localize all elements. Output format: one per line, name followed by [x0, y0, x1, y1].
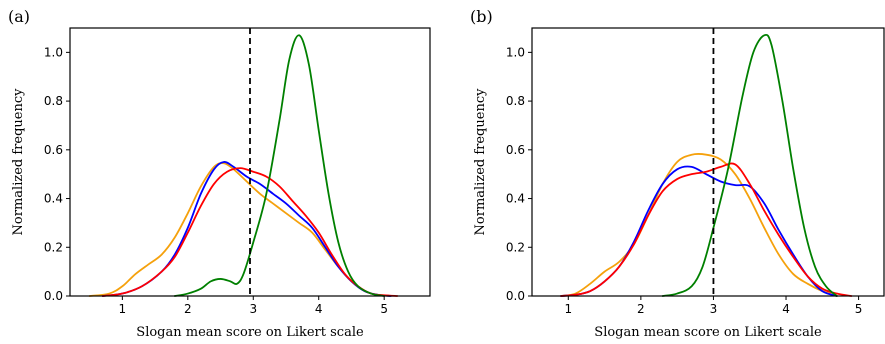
panel-label: (a)	[8, 7, 30, 26]
x-tick-label: 3	[249, 302, 257, 316]
y-tick-label: 0.2	[44, 240, 63, 254]
density-curve-4	[661, 33, 838, 297]
x-tick-label: 1	[564, 302, 572, 316]
y-tick-label: 0.8	[44, 94, 63, 108]
y-tick-label: 1.0	[44, 45, 63, 59]
x-tick-label: 2	[184, 302, 192, 316]
x-tick-label: 5	[855, 302, 863, 316]
x-tick-label: 1	[119, 302, 127, 316]
y-tick-label: 0.6	[44, 143, 63, 157]
x-tick-label: 4	[782, 302, 790, 316]
y-tick-label: 0.4	[506, 192, 525, 206]
plot-frame	[531, 27, 885, 297]
y-tick-label: 0.0	[44, 289, 63, 303]
y-tick-label: 0.8	[506, 94, 525, 108]
density-curve-1	[560, 153, 838, 297]
density-curve-3	[560, 162, 853, 297]
density-curve-3	[101, 167, 399, 297]
series-group	[560, 33, 853, 297]
plot-frame	[69, 27, 431, 297]
y-axis-label: Normalized frequency	[11, 88, 26, 236]
density-curve-4	[173, 34, 386, 297]
x-tick-label: 3	[710, 302, 718, 316]
chart-panel-b: (b) 1 2 3 4 5 0.0 0.2 0.4 0.6 0.8 1.0 Slogan mean sc…	[470, 7, 885, 340]
x-tick-label: 5	[380, 302, 388, 316]
series-group	[88, 34, 399, 297]
y-tick-label: 1.0	[506, 45, 525, 59]
chart-panel-a: (a) 1 2 3 4 5 0.0 0.2 0.4 0.6 0.8 1.0 Slogan mean sc…	[8, 7, 431, 340]
y-tick-label: 0.6	[506, 143, 525, 157]
x-tick-label: 2	[637, 302, 645, 316]
x-axis-label: Slogan mean score on Likert scale	[594, 325, 822, 340]
y-axis-label: Normalized frequency	[473, 88, 488, 236]
panel-label: (b)	[470, 7, 493, 26]
y-tick-label: 0.2	[506, 240, 525, 254]
y-tick-label: 0.0	[506, 289, 525, 303]
x-tick-label: 4	[315, 302, 323, 316]
y-tick-label: 0.4	[44, 192, 63, 206]
x-axis-label: Slogan mean score on Likert scale	[136, 325, 364, 340]
